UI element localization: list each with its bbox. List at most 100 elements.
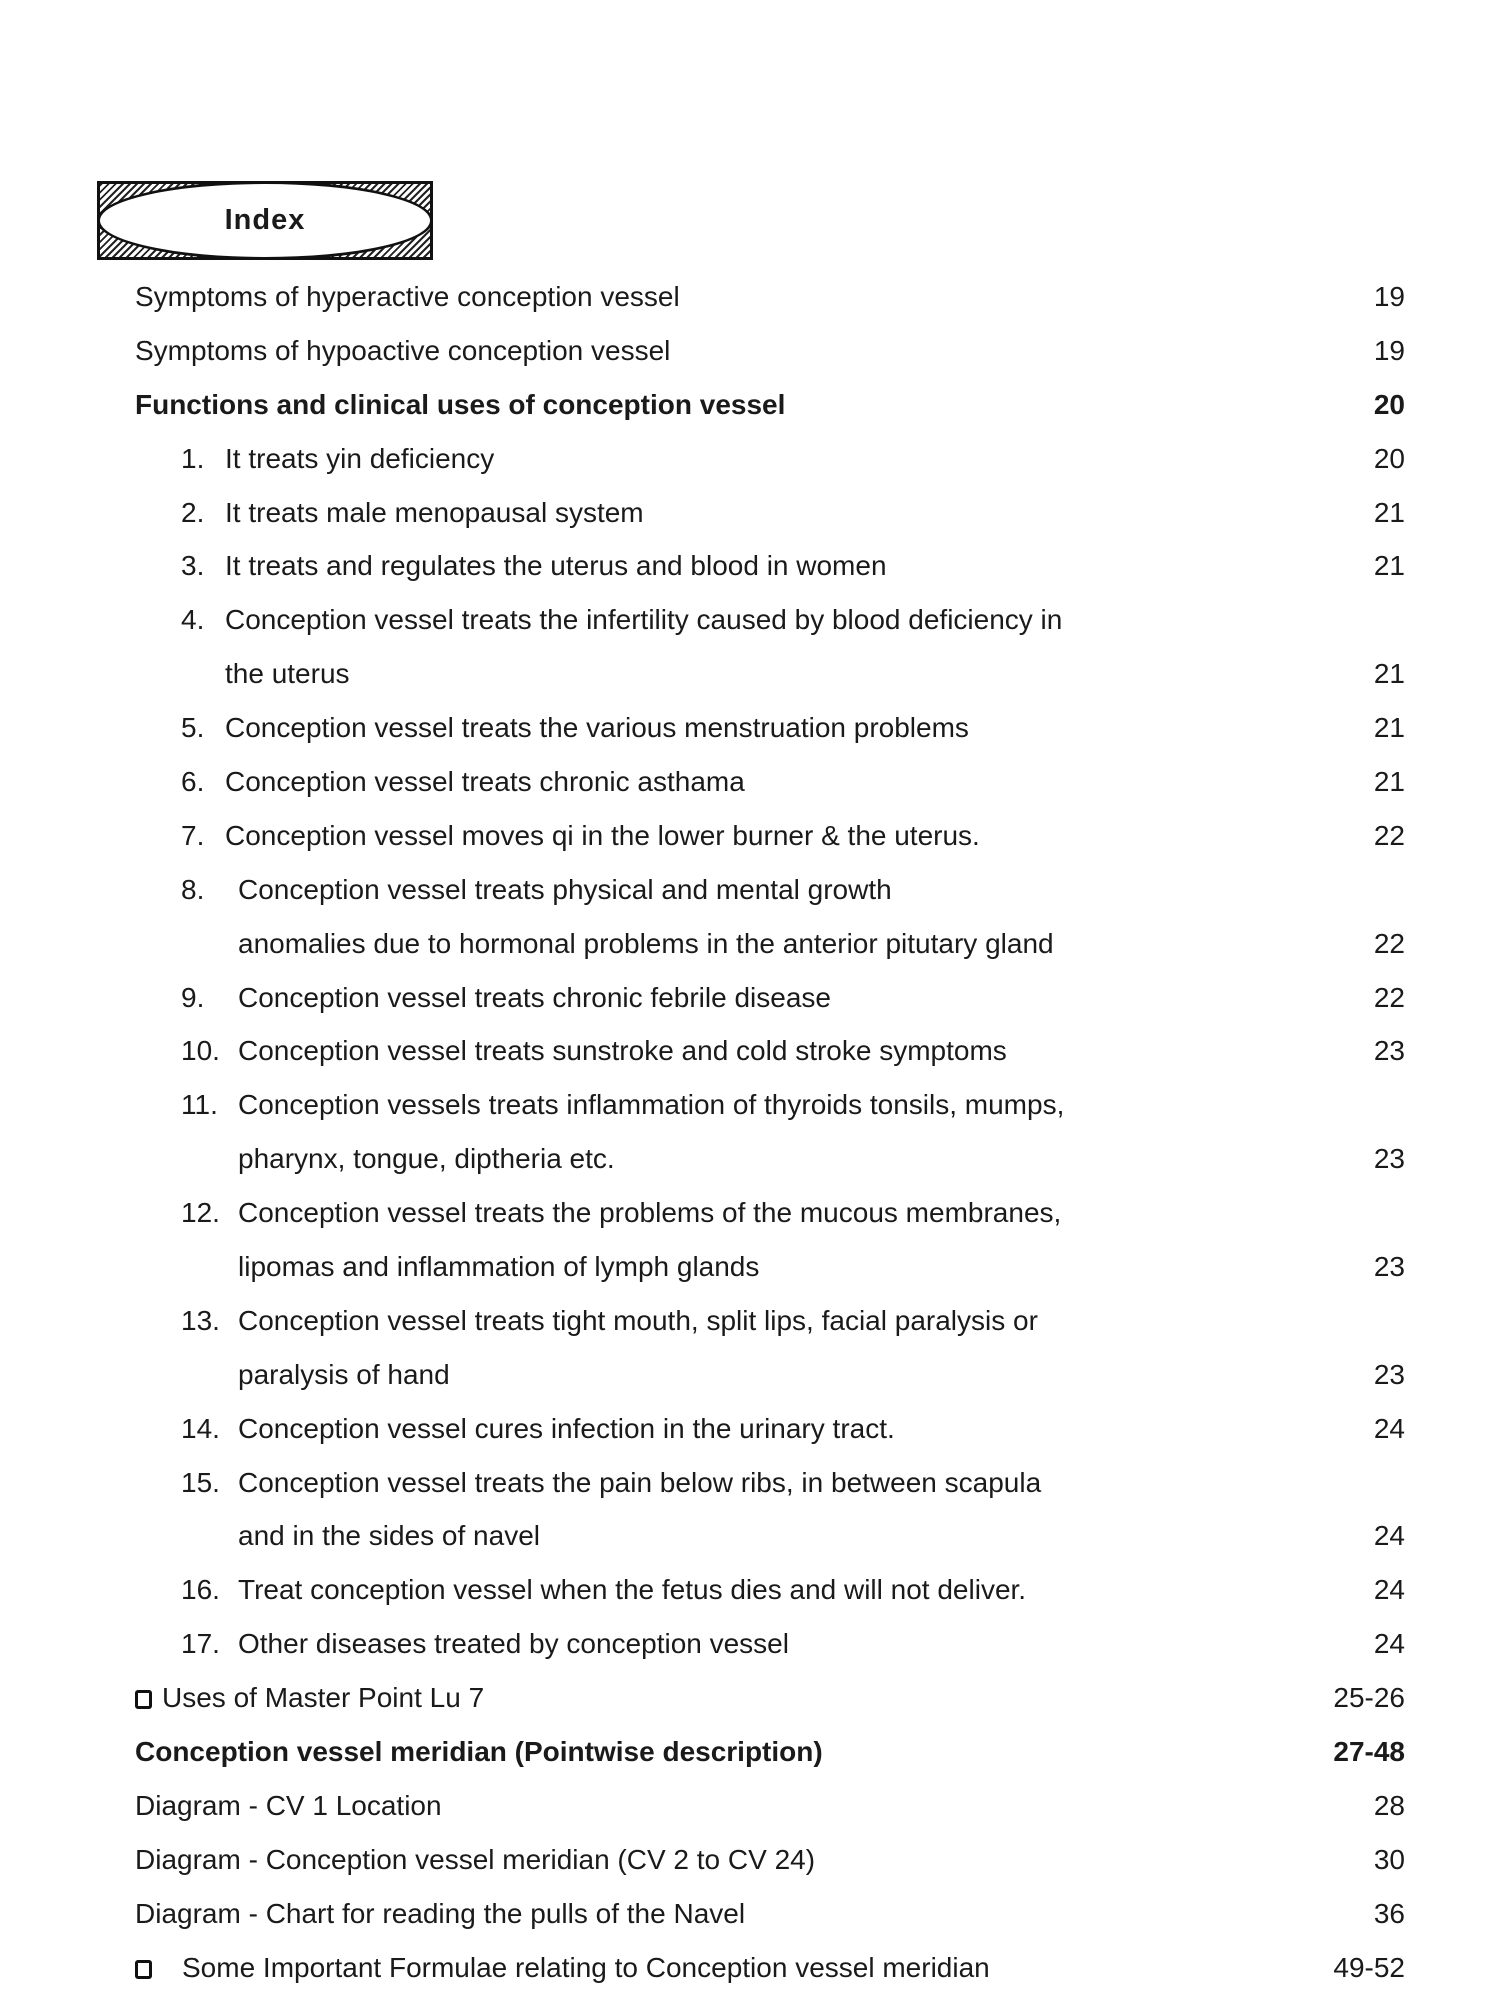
page-number: 19 — [1373, 281, 1405, 312]
entry-text: Conception vessel cures infection in the… — [238, 1412, 895, 1444]
page-number: 28 — [1373, 1789, 1405, 1821]
entry-text: Conception vessels treats inflammation o… — [238, 1089, 1065, 1121]
entry-title: the uterus — [225, 647, 350, 701]
entry-title: Diagram - Chart for reading the pulls of… — [135, 1887, 745, 1941]
index-entry: 8. Conception vessel treats physical and … — [0, 863, 1500, 917]
entry-title: Conception vessels treats inflammation o… — [238, 1078, 1064, 1132]
entry-title: Conception vessel treats chronic asthama — [225, 755, 745, 809]
page-number: 24 — [1373, 1628, 1405, 1660]
page-number: 49-52 — [1333, 1951, 1405, 1983]
entry-text: Functions and clinical uses of conceptio… — [135, 388, 786, 420]
entry-text: Conception vessel treats the infertility… — [225, 604, 1063, 636]
index-entry: Conception vessel meridian (Pointwise de… — [0, 1725, 1500, 1779]
entry-text: Symptoms of hyperactive conception vesse… — [135, 281, 680, 312]
index-header-oval: Index — [97, 181, 433, 260]
entry-text: Treat conception vessel when the fetus d… — [238, 1574, 1027, 1606]
entry-text: the uterus — [225, 658, 350, 690]
entry-title: Functions and clinical uses of conceptio… — [135, 378, 785, 432]
entry-text: Conception vessel treats tight mouth, sp… — [238, 1304, 1038, 1336]
entry-text: Conception vessel treats sunstroke and c… — [238, 1035, 1007, 1067]
index-entry: 6. Conception vessel treats chronic astha… — [0, 755, 1500, 809]
entry-title: Conception vessel treats the pain below … — [238, 1456, 1041, 1510]
index-entry: 10. Conception vessel treats sunstroke an… — [0, 1024, 1500, 1078]
entry-number: 6. — [181, 766, 205, 798]
page-number: 21 — [1373, 658, 1405, 690]
index-entry: Diagram - Conception vessel meridian (CV… — [0, 1833, 1500, 1887]
page-number: 19 — [1373, 334, 1405, 366]
index-entry: 11. Conception vessels treats inflammatio… — [0, 1078, 1500, 1132]
index-entry: Functions and clinical uses of conceptio… — [0, 378, 1500, 432]
entry-text: Other diseases treated by conception ves… — [238, 1628, 789, 1660]
entry-number: 7. — [181, 819, 205, 851]
entry-title: Conception vessel treats the infertility… — [225, 593, 1062, 647]
entry-number: 13. — [181, 1304, 220, 1336]
entry-title: Conception vessel treats chronic febrile… — [238, 971, 831, 1025]
entry-text: Conception vessel treats chronic febrile… — [238, 981, 831, 1013]
page-number: 23 — [1373, 1143, 1405, 1175]
entry-text: and in the sides of navel — [238, 1520, 540, 1552]
entry-title: It treats male menopausal system — [225, 486, 644, 540]
index-entry: Some Important Formulae relating to Conc… — [0, 1941, 1500, 1995]
page-title: Index — [224, 204, 306, 236]
entry-title: Conception vessel cures infection in the… — [238, 1402, 895, 1456]
page-number: 30 — [1373, 1843, 1405, 1875]
index-entry: paralysis of hand 23 — [0, 1348, 1500, 1402]
page-number: 36 — [1373, 1897, 1405, 1929]
entry-text: anomalies due to hormonal problems in th… — [238, 927, 1054, 959]
entry-number: 17. — [181, 1628, 220, 1660]
page-number: 24 — [1373, 1574, 1405, 1606]
index-entry: Symptoms of hyperactive conception vesse… — [0, 270, 1500, 324]
entry-text: Conception vessel treats the various men… — [225, 712, 969, 744]
entry-title: paralysis of hand — [238, 1348, 450, 1402]
page-number: 27-48 — [1333, 1736, 1405, 1768]
entry-number: 9. — [181, 981, 205, 1013]
page-number: 21 — [1373, 712, 1405, 744]
entry-title: Other diseases treated by conception ves… — [238, 1617, 789, 1671]
index-entry: 17. Other diseases treated by conception … — [0, 1617, 1500, 1671]
entry-number: 8. — [181, 873, 205, 905]
entry-text: Conception vessel treats physical and me… — [238, 873, 892, 905]
entry-title: Diagram - Conception vessel meridian (CV… — [135, 1833, 815, 1887]
index-entry: 2. It treats male menopausal system 21 — [0, 486, 1500, 540]
page-number: 21 — [1373, 496, 1405, 528]
entry-title: Treat conception vessel when the fetus d… — [238, 1563, 1026, 1617]
entry-title: It treats and regulates the uterus and b… — [225, 539, 887, 593]
entry-title: Conception vessel meridian (Pointwise de… — [135, 1725, 823, 1779]
entry-text: Some Important Formulae relating to Conc… — [182, 1951, 990, 1983]
page-number: 22 — [1373, 981, 1405, 1013]
entry-number: 15. — [181, 1466, 220, 1498]
entry-number: 1. — [181, 442, 205, 474]
entry-text: Conception vessel treats chronic asthama — [225, 766, 745, 798]
index-header-frame: Index — [97, 181, 433, 260]
entry-text: lipomas and inflammation of lymph glands — [238, 1251, 760, 1283]
entry-title: Symptoms of hyperactive conception vesse… — [135, 270, 680, 324]
index-entry: Uses of Master Point Lu 7 25-26 — [0, 1671, 1500, 1725]
entry-title: Conception vessel moves qi in the lower … — [225, 809, 980, 863]
entry-number: 10. — [181, 1035, 220, 1067]
index-entry: 13. Conception vessel treats tight mouth,… — [0, 1294, 1500, 1348]
checkbox-icon — [135, 1959, 152, 1979]
entry-title: lipomas and inflammation of lymph glands — [238, 1240, 759, 1294]
page-number: 24 — [1373, 1520, 1405, 1552]
page-number: 25-26 — [1333, 1682, 1405, 1714]
entry-text: It treats and regulates the uterus and b… — [225, 550, 887, 582]
index-entry: lipomas and inflammation of lymph glands… — [0, 1240, 1500, 1294]
entry-text: Conception vessel moves qi in the lower … — [225, 819, 980, 851]
index-entry: 12. Conception vessel treats the problems… — [0, 1186, 1500, 1240]
page-number: 20 — [1373, 388, 1405, 420]
page-number: 22 — [1373, 927, 1405, 959]
entry-number: 12. — [181, 1197, 220, 1229]
checkbox-icon — [135, 1690, 152, 1710]
index-entry: anomalies due to hormonal problems in th… — [0, 917, 1500, 971]
entry-number: 16. — [181, 1574, 220, 1606]
index-entry: 3. It treats and regulates the uterus and… — [0, 539, 1500, 593]
index-entry: 16. Treat conception vessel when the fetu… — [0, 1563, 1500, 1617]
index-entry: Diagram - Chart for reading the pulls of… — [0, 1887, 1500, 1941]
entry-text: pharynx, tongue, diptheria etc. — [238, 1143, 615, 1175]
entry-title: Conception vessel treats sunstroke and c… — [238, 1024, 1007, 1078]
entry-number: 3. — [181, 550, 205, 582]
entry-title: and in the sides of navel — [238, 1509, 540, 1563]
entry-text: It treats yin deficiency — [225, 442, 495, 474]
entry-text: Diagram - Chart for reading the pulls of… — [135, 1897, 746, 1929]
index-entry: 4. Conception vessel treats the infertili… — [0, 593, 1500, 647]
